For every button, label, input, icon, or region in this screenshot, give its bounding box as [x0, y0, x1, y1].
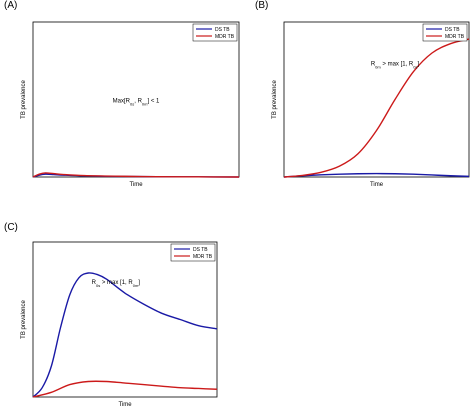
legend-label: DS TB [215, 27, 230, 33]
x-axis-label: Time [129, 182, 143, 188]
annotation-text: , R [134, 99, 142, 105]
annotation-text: ] [417, 61, 419, 67]
plot-frame [32, 21, 240, 178]
annotation-text: Max[R [113, 99, 131, 105]
legend-label: MDR TB [445, 34, 465, 40]
y-axis-label: TB prevalence [21, 299, 27, 338]
annotation-subscript: 0s [413, 64, 417, 69]
panel-label: (A) [4, 0, 17, 11]
x-axis-label: Time [370, 182, 384, 188]
annotation-text: > max [1, R [100, 280, 133, 286]
y-axis-label: TB prevalence [272, 79, 278, 118]
legend-box [192, 23, 238, 42]
legend-label: MDR TB [215, 34, 235, 40]
annotation-label: Max[R0s, R0m] < 1 [113, 99, 160, 107]
series-line-mdr-tb [32, 172, 240, 178]
annotation-subscript: 0m [133, 282, 139, 287]
legend-label: DS TB [193, 247, 208, 253]
annotation-subscript: 0m [375, 64, 381, 69]
annotation-subscript: 0s [96, 282, 100, 287]
series-line-ds-tb [283, 172, 470, 178]
legend-box [422, 23, 468, 42]
annotation-label: R0s > max [1, R0m] [92, 280, 141, 288]
x-axis-label: Time [118, 402, 132, 408]
panel-label: (C) [4, 222, 18, 233]
annotation-text: ] < 1 [147, 99, 160, 105]
series-line-mdr-tb [32, 380, 218, 398]
plot-frame [32, 241, 218, 398]
annotation-label: R0m > max [1, R0s] [371, 61, 420, 69]
annotation-text: ] [138, 280, 140, 286]
legend-box [170, 243, 216, 262]
annotation-subscript: 0s [130, 101, 134, 106]
legend-label: DS TB [445, 27, 460, 33]
annotation-text: R [92, 280, 97, 286]
panel-label: (B) [255, 0, 268, 11]
series-line-ds-tb [32, 272, 218, 398]
plot-frame [283, 21, 470, 178]
legend-label: MDR TB [193, 254, 213, 260]
y-axis-label: TB prevalence [21, 79, 27, 118]
series-line-mdr-tb [283, 38, 470, 178]
annotation-text: > max [1, R [381, 61, 414, 67]
annotation-subscript: 0m [142, 101, 148, 106]
annotation-text: R [371, 61, 376, 67]
